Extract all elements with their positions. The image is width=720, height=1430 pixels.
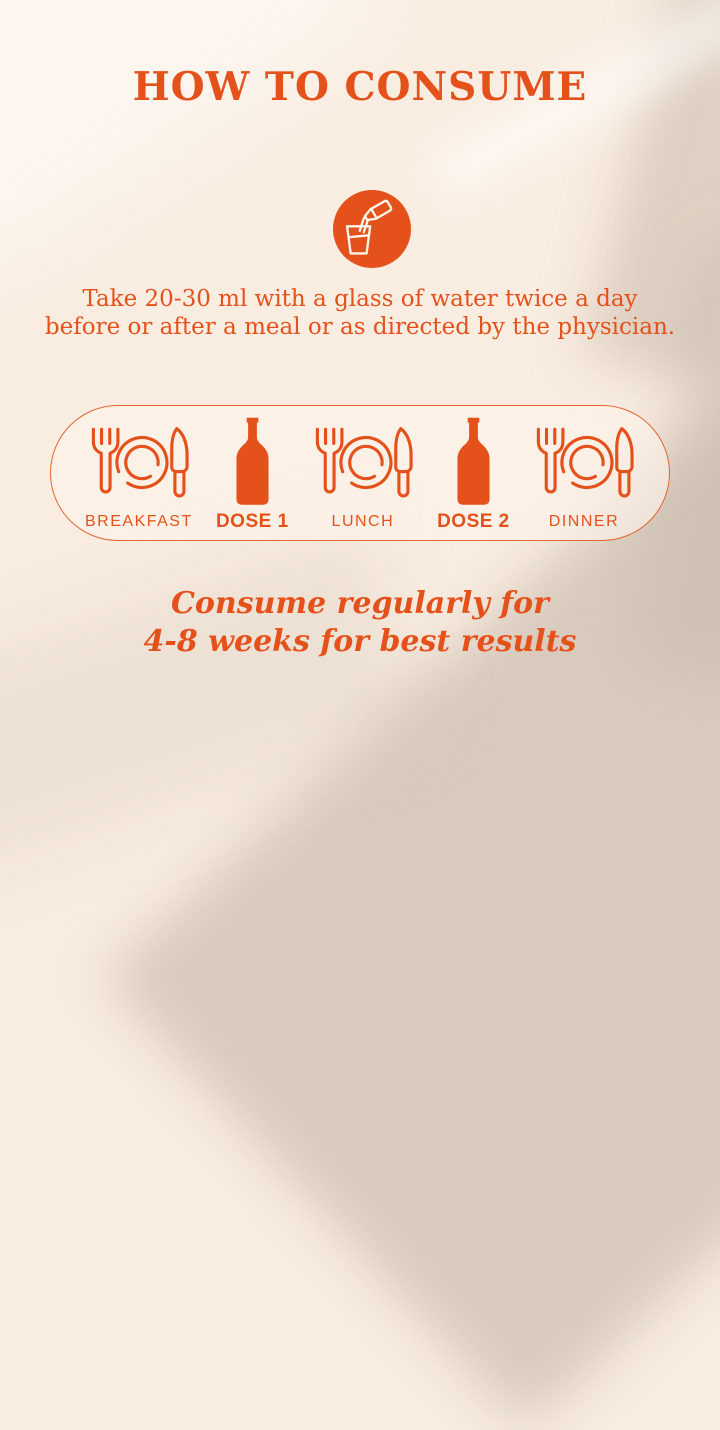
tonic-bottle-icon bbox=[457, 417, 490, 505]
duration-note-line2: 4-8 weeks for best results bbox=[143, 624, 577, 659]
infographic: HOW TO CONSUME Take 20-30 ml with a glas… bbox=[0, 64, 720, 661]
schedule-item-label: LUNCH bbox=[331, 512, 395, 530]
meal-plate-cutlery-icon bbox=[536, 427, 634, 498]
dosage-schedule-panel: BREAKFAST DOSE 1 bbox=[50, 405, 670, 541]
duration-note: Consume regularly for 4-8 weeks for best… bbox=[0, 585, 720, 661]
dosage-instruction: Take 20-30 ml with a glass of water twic… bbox=[0, 285, 720, 341]
schedule-item-dose-1: DOSE 1 bbox=[216, 414, 289, 533]
schedule-item-dinner: DINNER bbox=[533, 416, 635, 531]
meal-plate-cutlery-icon bbox=[315, 427, 413, 498]
bottle-pouring-into-glass-icon bbox=[345, 199, 393, 255]
schedule-item-label: DOSE 1 bbox=[215, 510, 289, 532]
page-title: HOW TO CONSUME bbox=[132, 64, 588, 110]
schedule-item-breakfast: BREAKFAST bbox=[85, 416, 193, 531]
dosage-instruction-line1: Take 20-30 ml with a glass of water twic… bbox=[82, 286, 638, 312]
schedule-item-label: BREAKFAST bbox=[85, 512, 193, 530]
schedule-item-label: DINNER bbox=[548, 512, 620, 530]
tonic-bottle-icon bbox=[236, 417, 269, 505]
meal-plate-cutlery-icon bbox=[91, 427, 189, 498]
pour-icon-badge bbox=[333, 190, 411, 268]
schedule-item-lunch: LUNCH bbox=[312, 416, 414, 531]
schedule-item-label: DOSE 2 bbox=[437, 510, 510, 532]
schedule-item-dose-2: DOSE 2 bbox=[437, 414, 510, 533]
duration-note-line1: Consume regularly for bbox=[171, 586, 549, 621]
dosage-instruction-line2: before or after a meal or as directed by… bbox=[44, 314, 676, 340]
